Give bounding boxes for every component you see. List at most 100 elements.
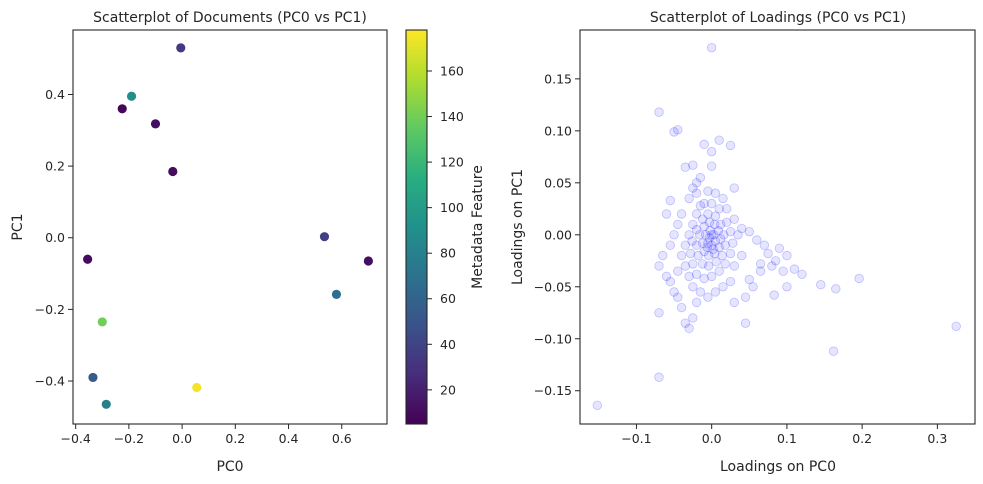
loading-point <box>715 234 726 244</box>
loading-point <box>769 290 779 300</box>
documents-points <box>83 43 373 409</box>
loadings-x-axis-label: Loadings on PC0 <box>720 459 836 475</box>
loading-point <box>729 183 739 193</box>
document-point <box>319 232 330 242</box>
loading-point <box>744 274 754 285</box>
loading-point <box>719 230 729 240</box>
loading-point <box>684 323 694 334</box>
loading-point <box>725 140 736 151</box>
loading-point <box>729 261 739 271</box>
loading-point <box>722 217 732 228</box>
loading-point <box>703 238 713 248</box>
documents-x-axis-label: PC0 <box>216 459 243 475</box>
colorbar-tick-label: 60 <box>440 291 456 306</box>
loading-point <box>714 204 724 214</box>
loadings-y-tick-label: −0.10 <box>534 331 572 346</box>
colorbar-tick-label: 120 <box>440 155 464 170</box>
loadings-y-ticks: −0.15 −0.10 −0.05 0.00 0.05 0.10 0.15 <box>534 71 580 398</box>
loading-point <box>699 198 709 209</box>
document-point <box>331 289 342 299</box>
loadings-y-tick-label: −0.15 <box>534 383 572 398</box>
loading-point <box>706 42 717 53</box>
loading-point <box>722 204 732 214</box>
loading-point <box>691 297 702 308</box>
loading-point <box>680 318 691 328</box>
loading-point <box>703 261 714 271</box>
document-point <box>150 119 161 129</box>
loading-point <box>714 135 724 145</box>
colorbar-tick-label: 40 <box>440 337 456 352</box>
loadings-y-axis-label: Loadings on PC1 <box>510 169 526 285</box>
loading-point <box>828 346 839 356</box>
loading-point <box>680 162 691 172</box>
loading-point <box>709 219 720 230</box>
loadings-y-tick-label: 0.15 <box>544 71 572 86</box>
loading-point <box>695 172 706 183</box>
loading-point <box>709 230 719 240</box>
loading-point <box>695 287 706 297</box>
loading-point <box>797 269 807 280</box>
documents-y-tick-label: 0.0 <box>45 230 65 245</box>
colorbar-tick-label: 100 <box>440 200 464 215</box>
loading-point <box>699 246 709 257</box>
loading-point <box>687 236 697 246</box>
loadings-x-tick-label: −0.1 <box>621 431 651 446</box>
loading-point <box>592 400 603 410</box>
colorbar-tick-label: 160 <box>440 63 464 78</box>
loading-point <box>691 178 702 188</box>
loading-point <box>755 259 766 269</box>
loading-point <box>702 242 712 252</box>
loading-point <box>658 250 668 261</box>
loading-point <box>725 276 736 287</box>
documents-chart-title: Scatterplot of Documents (PC0 vs PC1) <box>93 10 367 26</box>
documents-x-tick-label: 0.0 <box>172 431 192 446</box>
loading-point <box>706 198 717 209</box>
colorbar-ticks: 20 40 60 80 100 120 140 160 <box>427 63 464 397</box>
loading-point <box>699 139 709 150</box>
loadings-y-tick-label: 0.00 <box>544 227 572 242</box>
loading-point <box>714 242 724 252</box>
loading-point <box>688 259 698 269</box>
loading-point <box>710 236 721 246</box>
loading-point <box>654 107 664 117</box>
loading-point <box>691 224 702 235</box>
loading-point <box>684 230 694 240</box>
loading-point <box>709 248 720 259</box>
loadings-plot-frame <box>579 29 976 425</box>
loading-point <box>715 219 726 230</box>
loading-point <box>669 230 679 240</box>
loading-point <box>691 240 702 250</box>
loading-point <box>654 372 664 382</box>
loading-point <box>717 250 727 261</box>
loading-point <box>706 161 717 171</box>
documents-y-tick-label: −0.4 <box>35 374 65 389</box>
loading-point <box>697 259 708 269</box>
loading-point <box>725 248 736 259</box>
loading-point <box>704 233 715 243</box>
loading-point <box>691 269 702 280</box>
loading-point <box>665 195 675 206</box>
loading-point <box>691 209 702 219</box>
loadings-chart-title: Scatterplot of Loadings (PC0 vs PC1) <box>650 10 906 26</box>
loading-point <box>763 248 773 259</box>
loading-point <box>706 240 717 250</box>
loading-point <box>778 266 788 276</box>
loading-point <box>729 297 739 308</box>
loading-point <box>774 243 785 254</box>
loading-point <box>706 271 717 282</box>
documents-x-tick-label: −0.2 <box>114 431 144 446</box>
loading-point <box>695 200 706 211</box>
documents-y-tick-label: −0.2 <box>35 302 65 317</box>
loading-point <box>951 321 961 331</box>
document-point <box>363 256 373 266</box>
colorbar-tick-label: 140 <box>440 109 464 124</box>
loadings-y-tick-label: −0.05 <box>534 279 572 294</box>
loading-point <box>710 211 721 221</box>
loading-point <box>661 209 672 219</box>
loading-point <box>669 287 679 297</box>
loading-point <box>718 282 728 292</box>
colorbar-label: Metadata Feature <box>470 165 486 289</box>
loadings-x-tick-label: 0.3 <box>927 431 947 446</box>
documents-x-tick-label: −0.4 <box>60 431 90 446</box>
loading-point <box>752 235 762 245</box>
